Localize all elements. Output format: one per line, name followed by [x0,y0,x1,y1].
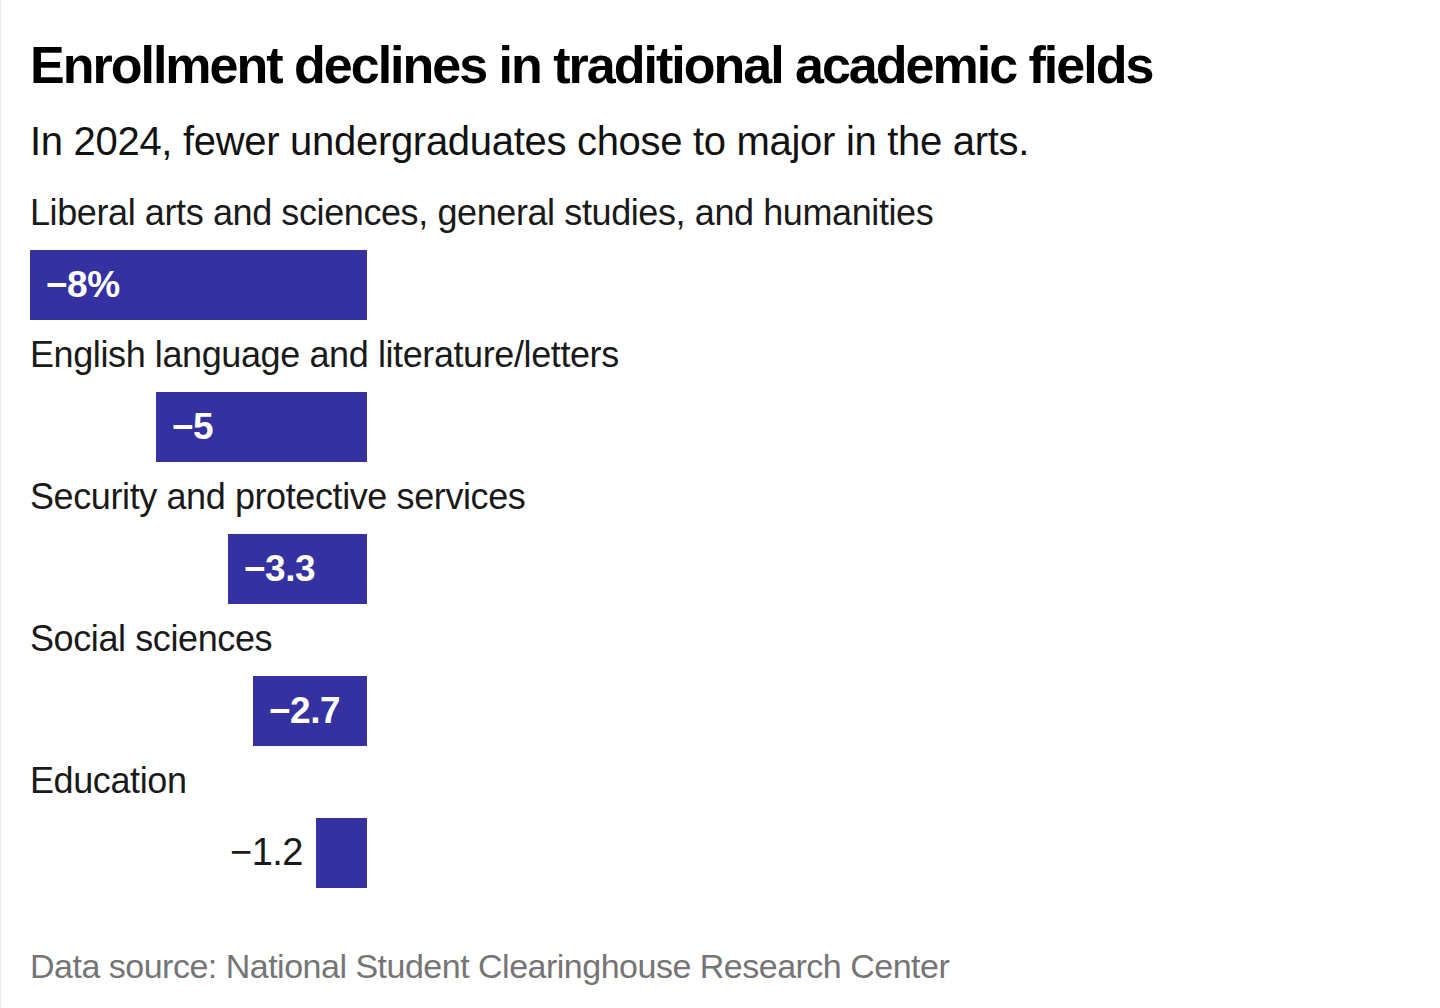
bar-track: −8% [30,250,367,320]
bar [316,818,367,888]
bar-value-label: −8% [30,264,120,306]
bar-value-label: −2.7 [253,690,340,732]
bar-row: English language and literature/letters … [30,333,1400,462]
bar: −5 [156,392,367,462]
category-label: English language and literature/letters [30,333,1400,377]
data-source: Data source: National Student Clearingho… [30,947,1400,986]
bar: −3.3 [228,534,367,604]
bar: −8% [30,250,367,320]
chart-title: Enrollment declines in traditional acade… [30,36,1400,96]
bar-track: −2.7 [30,676,367,746]
bar-value-label: −5 [156,406,213,448]
category-label: Education [30,759,1400,803]
bar-track: −1.2 [30,818,367,888]
bar-row: Social sciences −2.7 [30,617,1400,746]
bar-value-label: −1.2 [230,831,303,874]
category-label: Social sciences [30,617,1400,661]
bar-chart: Liberal arts and sciences, general studi… [30,191,1400,888]
bar-value-label: −3.3 [228,548,315,590]
chart-figure: Enrollment declines in traditional acade… [0,0,1440,1008]
bar-track: −3.3 [30,534,367,604]
bar-row: Liberal arts and sciences, general studi… [30,191,1400,320]
bar: −2.7 [253,676,367,746]
category-label: Security and protective services [30,475,1400,519]
category-label: Liberal arts and sciences, general studi… [30,191,1400,235]
bar-row: Security and protective services −3.3 [30,475,1400,604]
bar-track: −5 [30,392,367,462]
chart-subtitle: In 2024, fewer undergraduates chose to m… [30,118,1400,164]
bar-row: Education −1.2 [30,759,1400,888]
